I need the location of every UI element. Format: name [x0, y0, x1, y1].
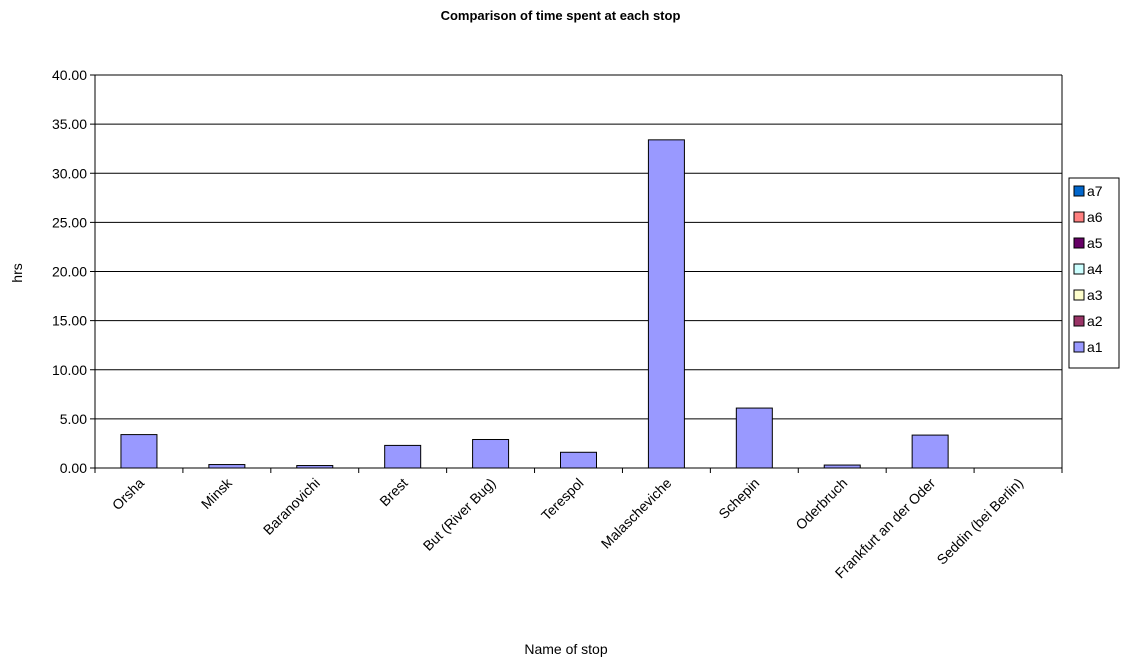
bar-a1-9	[911, 434, 949, 469]
bar-a1-0	[120, 434, 158, 469]
legend-swatch-a4	[1073, 263, 1085, 275]
legend-label-a7: a7	[1087, 183, 1103, 199]
legend-swatch-a2	[1073, 315, 1085, 327]
x-tick-label: Brest	[376, 475, 410, 509]
bar-a1-7	[735, 407, 773, 469]
y-tick-label: 5.00	[60, 411, 87, 427]
x-tick-label: Seddin (bei Berlin)	[933, 475, 1026, 568]
x-tick-label: Minsk	[198, 474, 236, 512]
legend-label-a1: a1	[1087, 339, 1103, 355]
x-tick-label: Oderbruch	[792, 475, 850, 533]
y-tick-label: 40.00	[52, 67, 87, 83]
bar-a1-5	[560, 451, 597, 469]
y-axis-title: hrs	[9, 263, 25, 282]
legend-label-a5: a5	[1087, 235, 1103, 251]
x-tick-label: Terespol	[538, 475, 587, 524]
x-tick-label: Malascheviche	[598, 475, 675, 552]
y-tick-label: 15.00	[52, 313, 87, 329]
bar-a1-4	[472, 439, 510, 469]
bar-a1-1	[208, 464, 246, 469]
legend-label-a3: a3	[1087, 287, 1103, 303]
legend-swatch-a1	[1073, 341, 1085, 353]
x-tick-label: Baranovichi	[260, 475, 323, 538]
axes	[94, 75, 1063, 473]
x-tick-label: Frankfurt an der Oder	[832, 475, 939, 582]
y-tick-label: 0.00	[60, 460, 87, 476]
legend-label-a4: a4	[1087, 261, 1103, 277]
x-tick-labels: Orsha Minsk Baranovichi Brest But (River Bug…	[109, 474, 1026, 581]
y-tick-labels: 0.00 5.00 10.00 15.00 20.00 25.00 30.00 35.00 40…	[52, 67, 87, 476]
bars	[120, 139, 949, 469]
legend-swatch-a5	[1073, 237, 1085, 249]
bar-a1-3	[384, 444, 422, 469]
legend-label-a6: a6	[1087, 209, 1103, 225]
y-tick-label: 35.00	[52, 116, 87, 132]
x-tick-label: But (River Bug)	[420, 475, 499, 554]
legend-swatch-a7	[1073, 185, 1085, 197]
y-tick-label: 20.00	[52, 264, 87, 280]
x-tick-label: Schepin	[715, 475, 762, 522]
y-tick-label: 10.00	[52, 362, 87, 378]
legend-swatch-a3	[1073, 289, 1085, 301]
legend-swatch-a6	[1073, 211, 1085, 223]
y-tick-label: 25.00	[52, 214, 87, 230]
x-tick-label: Orsha	[109, 475, 147, 513]
y-tick-label: 30.00	[52, 165, 87, 181]
bar-a1-6	[647, 139, 685, 469]
legend: a7 a6 a5 a4 a3 a2 a1	[1068, 177, 1120, 369]
x-axis-title: Name of stop	[524, 641, 607, 657]
legend-label-a2: a2	[1087, 313, 1103, 329]
gridlines	[90, 74, 1062, 469]
chart-title: Comparison of time spent at each stop	[440, 8, 681, 23]
